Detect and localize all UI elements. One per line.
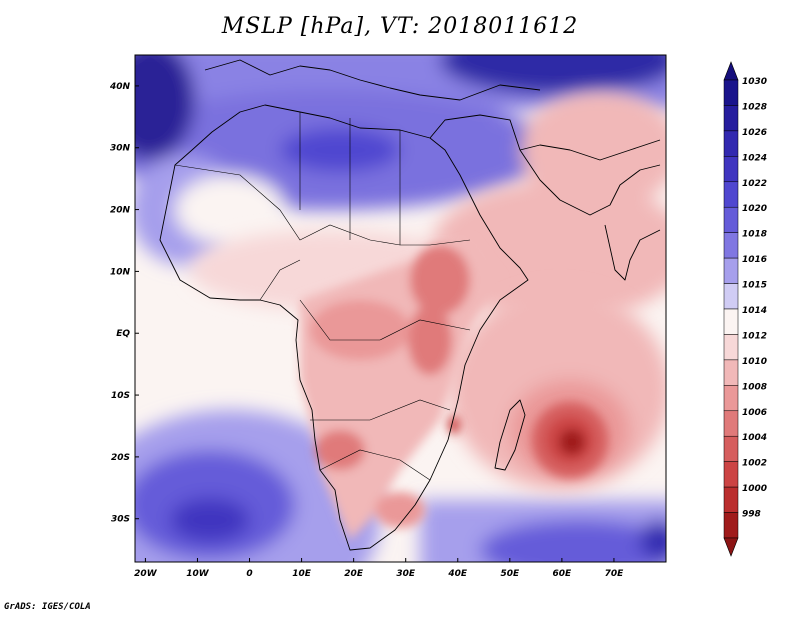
colorbar-swatch: [723, 359, 739, 386]
colorbar-swatch: [723, 308, 739, 335]
lon-tick-label: 20W: [134, 569, 158, 579]
colorbar-swatch: [723, 130, 739, 157]
pressure-map: 20W 10W 0 10E 20E 30E 40E 50E 60E 70E 40N 30N 20N 10…: [109, 54, 767, 579]
longitude-axis: 20W 10W 0 10E 20E 30E 40E 50E 60E 70E: [134, 558, 624, 579]
lat-tick-label: 10S: [111, 391, 130, 401]
colorbar-swatch: [723, 486, 739, 513]
lon-tick-label: 0: [246, 569, 252, 579]
latitude-axis: 40N 30N 20N 10N EQ 10S 20S 30S: [109, 82, 139, 525]
map-frame: [134, 54, 667, 563]
colorbar-label: 1010: [742, 357, 767, 367]
colorbar-swatch: [723, 232, 739, 259]
colorbar-label: 1028: [742, 102, 767, 112]
lon-tick-label: 40E: [447, 569, 468, 579]
colorbar-label: 998: [742, 510, 761, 520]
lat-tick-label: 20S: [111, 453, 130, 463]
colorbar-label: 1024: [742, 153, 767, 163]
colorbar-label: 1026: [742, 128, 767, 138]
lat-tick-label: EQ: [116, 329, 130, 339]
lon-tick-label: 20E: [344, 569, 364, 579]
colorbar-label: 1012: [742, 331, 767, 341]
colorbar-label: 1006: [742, 408, 767, 418]
colorbar-label: 1002: [742, 459, 767, 469]
lon-tick-label: 30E: [396, 569, 416, 579]
colorbar-swatch: [723, 105, 739, 132]
lat-tick-label: 40N: [109, 82, 131, 92]
map-title: MSLP [hPa], VT: 2018011612: [221, 14, 579, 39]
lon-tick-label: 10E: [292, 569, 312, 579]
colorbar-label: 1016: [742, 255, 767, 265]
colorbar-label: 1015: [742, 281, 767, 291]
lat-tick-label: 10N: [110, 267, 131, 277]
lon-tick-label: 60E: [553, 569, 573, 579]
colorbar-swatch: [723, 334, 739, 361]
colorbar-swatch: [723, 181, 739, 208]
country-borders: [174, 112, 471, 481]
colorbar-swatch: [723, 410, 739, 437]
colorbar-top-arrow: [723, 61, 739, 81]
pressure-field: [135, 55, 666, 562]
colorbar-label: 1022: [742, 179, 767, 189]
lon-tick-label: 50E: [500, 569, 520, 579]
colorbar-swatch: [723, 512, 739, 539]
lat-tick-label: 30N: [110, 144, 131, 154]
colorbar: 1030 1028 1026 1024 1022 1020 1018 1016 1015 1014…: [723, 61, 767, 557]
lon-tick-label: 10W: [186, 569, 210, 579]
colorbar-label: 1020: [742, 204, 767, 214]
colorbar-label: 1030: [742, 77, 767, 87]
lat-tick-label: 30S: [111, 515, 130, 525]
colorbar-swatch: [723, 206, 739, 233]
colorbar-swatch: [723, 79, 739, 106]
coastlines: [159, 59, 661, 551]
colorbar-swatch: [723, 385, 739, 412]
lat-tick-label: 20N: [110, 206, 131, 216]
colorbar-label: 1008: [742, 382, 767, 392]
colorbar-label: 1018: [742, 230, 767, 240]
colorbar-label: 1000: [742, 484, 767, 494]
grads-credit: GrADS: IGES/COLA: [4, 602, 91, 612]
colorbar-swatch: [723, 156, 739, 183]
colorbar-swatch: [723, 283, 739, 310]
lon-tick-label: 70E: [605, 569, 625, 579]
colorbar-label: 1014: [742, 306, 767, 316]
colorbar-label: 1004: [742, 433, 767, 443]
colorbar-swatch: [723, 257, 739, 284]
colorbar-bottom-arrow: [723, 537, 739, 557]
colorbar-swatch: [723, 435, 739, 462]
colorbar-swatch: [723, 461, 739, 488]
